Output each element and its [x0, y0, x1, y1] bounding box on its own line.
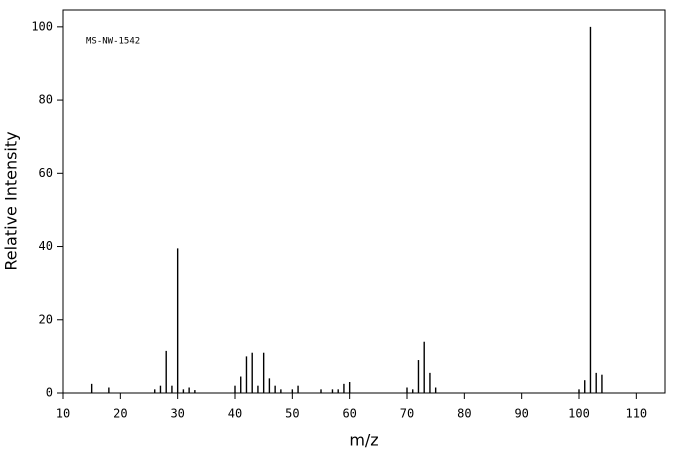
x-tick-label: 100 [568, 407, 590, 421]
y-tick-label: 80 [39, 93, 53, 107]
x-tick-label: 30 [170, 407, 184, 421]
y-tick-label: 0 [46, 386, 53, 400]
x-tick-label: 110 [625, 407, 647, 421]
y-tick-label: 20 [39, 312, 53, 326]
x-tick-label: 90 [514, 407, 528, 421]
x-tick-label: 40 [228, 407, 242, 421]
x-tick-label: 70 [400, 407, 414, 421]
y-tick-label: 60 [39, 166, 53, 180]
annotation: MS-NW-1542 [86, 37, 140, 47]
y-tick-label: 40 [39, 239, 53, 253]
plot-frame [62, 9, 666, 394]
x-axis-label: m/z [349, 431, 378, 450]
x-tick-label: 50 [285, 407, 299, 421]
y-axis-label: Relative Intensity [2, 131, 21, 270]
x-tick-label: 10 [56, 407, 70, 421]
x-tick-label: 20 [113, 407, 127, 421]
x-tick-label: 80 [457, 407, 471, 421]
y-tick-label: 100 [31, 19, 53, 33]
x-tick-label: 60 [342, 407, 356, 421]
